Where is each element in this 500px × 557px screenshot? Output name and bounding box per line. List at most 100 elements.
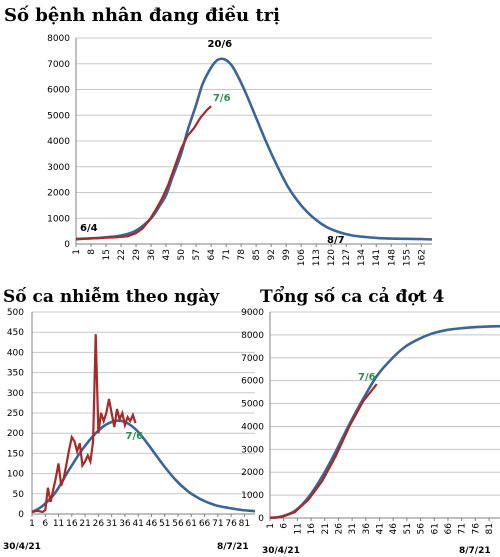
x-tick-label: 16: [66, 519, 78, 529]
x-tick-label: 46: [389, 523, 399, 535]
y-tick-label: 100: [7, 470, 24, 480]
x-tick-label: 29: [132, 249, 142, 261]
x-tick-label: 8: [87, 249, 97, 255]
x-tick-label: 46: [146, 519, 158, 529]
series-line-actual: [75, 105, 212, 241]
annotation-label: 7/6: [126, 431, 144, 442]
x-tick-label: 120: [327, 249, 337, 266]
y-tick-label: 5000: [47, 111, 70, 121]
x-tick-label: 113: [312, 249, 322, 266]
y-tick-label: 450: [7, 328, 24, 338]
chart2-series: [31, 334, 256, 514]
chart1-title: Số bệnh nhân đang điều trị: [4, 4, 280, 26]
x-tick-label: 71: [458, 523, 468, 534]
y-tick-label: 300: [7, 389, 24, 399]
x-tick-label: 41: [376, 523, 386, 534]
x-tick-label: 76: [225, 519, 237, 529]
x-tick-label: 71: [222, 249, 232, 260]
x-tick-label: 61: [186, 519, 197, 529]
series-line-model: [75, 57, 433, 241]
x-tick-label: 36: [362, 523, 372, 535]
chart2-gridlines: [31, 311, 255, 517]
x-tick-label: 15: [102, 249, 112, 260]
x-tick-label: 85: [252, 249, 262, 260]
chart3-gridlines: [269, 311, 500, 521]
y-tick-label: 5000: [241, 400, 264, 410]
chart2-x-tick-labels: 1 6 11 16 21 26 31 36 41 46 51 56 61 66 71 76 81: [29, 519, 250, 529]
x-tick-label: 11: [293, 523, 303, 534]
chart1-y-tick-labels: 0 1000 2000 3000 4000 5000 6000 7000 8000: [47, 34, 70, 250]
x-tick-label: 148: [387, 249, 397, 266]
x-tick-label: 31: [106, 519, 117, 529]
chart1-series: [75, 57, 433, 241]
x-tick-label: 155: [402, 249, 412, 266]
annotation-label: 7/6: [213, 93, 231, 104]
x-tick-label: 127: [342, 249, 352, 266]
chart1-gridlines: [75, 37, 432, 247]
x-tick-label: 36: [147, 249, 157, 261]
y-tick-label: 2000: [241, 468, 264, 478]
x-tick-label: 141: [372, 249, 382, 266]
x-tick-label: 50: [177, 249, 187, 261]
chart2-title: Số ca nhiễm theo ngày: [3, 287, 220, 307]
x-tick-label: 1: [72, 249, 82, 255]
x-tick-label: 81: [485, 523, 495, 534]
y-tick-label: 7000: [241, 354, 264, 364]
y-tick-label: 200: [7, 429, 24, 439]
x-tick-label: 51: [403, 523, 413, 534]
y-tick-label: 6000: [47, 86, 70, 96]
date-label: 30/4/21: [262, 546, 300, 556]
series-line-model: [31, 419, 256, 514]
y-tick-label: 500: [7, 308, 24, 318]
y-tick-label: 1000: [241, 491, 264, 501]
x-tick-label: 51: [159, 519, 170, 529]
y-tick-label: 9000: [241, 308, 264, 318]
chart2-annotations: 7/6 30/4/21 8/7/21: [3, 431, 249, 552]
x-tick-label: 56: [417, 523, 427, 535]
y-tick-label: 3000: [47, 163, 70, 173]
x-tick-label: 76: [471, 523, 481, 535]
x-tick-label: 6: [280, 523, 290, 529]
x-tick-label: 71: [212, 519, 223, 529]
chart3-x-tick-labels: 1 6 11 16 21 26 31 36 41 46 51 56 61 66 71 76 81: [266, 523, 495, 535]
date-label: 8/7/21: [217, 542, 249, 552]
date-label: 30/4/21: [3, 542, 41, 552]
y-tick-label: 400: [7, 348, 24, 358]
y-tick-label: 350: [7, 369, 24, 379]
x-tick-label: 21: [321, 523, 331, 534]
y-tick-label: 2000: [47, 189, 70, 199]
date-label: 8/7/21: [459, 546, 491, 556]
x-tick-label: 26: [334, 523, 344, 535]
annotation-label: 20/6: [208, 39, 233, 50]
chart1-annotations: 20/6 7/6 6/4 8/7: [80, 39, 345, 246]
x-tick-label: 1: [266, 523, 276, 529]
x-tick-label: 134: [357, 249, 367, 266]
x-tick-label: 106: [297, 249, 307, 266]
x-tick-label: 99: [282, 249, 292, 261]
x-tick-label: 16: [307, 523, 317, 535]
x-tick-label: 66: [199, 519, 211, 529]
annotation-label: 6/4: [80, 223, 98, 234]
x-tick-label: 81: [239, 519, 250, 529]
x-tick-label: 36: [119, 519, 131, 529]
series-line-actual: [31, 334, 137, 514]
y-tick-label: 7000: [47, 60, 70, 70]
chart3-series: [269, 324, 500, 520]
x-tick-label: 26: [93, 519, 105, 529]
chart1-x-tick-labels: 1 8 15 22 29 36 43 50 57 64 71 78 85 92 99 106 113 120 127…: [72, 249, 427, 266]
y-tick-label: 4000: [241, 422, 264, 432]
series-line-actual: [269, 383, 378, 519]
x-tick-label: 57: [192, 249, 202, 260]
y-tick-label: 250: [7, 409, 24, 419]
x-tick-label: 1: [29, 519, 35, 529]
x-tick-label: 21: [79, 519, 90, 529]
x-tick-label: 6: [42, 519, 48, 529]
y-tick-label: 1000: [47, 214, 70, 224]
annotation-label: 8/7: [327, 235, 345, 246]
chart3-y-tick-labels: 0 1000 2000 3000 4000 5000 6000 7000 8000 9000: [241, 308, 264, 524]
x-tick-label: 31: [348, 523, 358, 534]
chart2-y-tick-labels: 0 50 100 150 200 250 300 350 400 450 500: [7, 308, 24, 520]
annotation-label: 7/6: [358, 372, 376, 383]
x-tick-label: 43: [162, 249, 172, 260]
x-tick-label: 162: [417, 249, 427, 266]
